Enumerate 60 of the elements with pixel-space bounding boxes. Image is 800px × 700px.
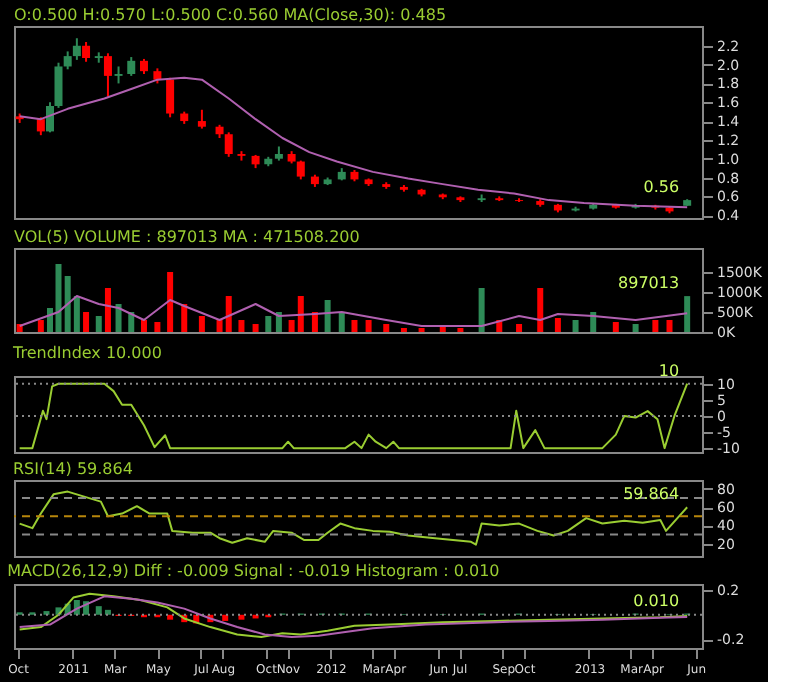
chart-title: TrendIndex 10.000	[11, 343, 162, 362]
candlestick	[127, 56, 136, 77]
bar	[365, 320, 372, 332]
bar	[338, 312, 345, 332]
bar	[275, 312, 282, 332]
bar	[516, 324, 523, 332]
candlestick	[82, 41, 91, 63]
bar	[537, 288, 544, 332]
bar	[632, 324, 639, 332]
candlestick	[197, 108, 206, 130]
annotation: 0.56	[643, 178, 680, 197]
bar	[115, 304, 122, 332]
annotation: 0.010	[633, 591, 680, 610]
bar	[95, 316, 102, 332]
bar	[265, 316, 272, 332]
bar	[222, 614, 229, 621]
chart-title: MACD(26,12,9) Diff : -0.009 Signal : -0.019 Histogram : 0.010	[7, 562, 500, 581]
chart-title: O:0.500 H:0.570 L:0.500 C:0.560 MA(Close,30): 0.485	[14, 6, 447, 24]
bar	[572, 320, 579, 332]
candlestick	[224, 131, 233, 158]
chart-title: RSI(14) 59.864	[13, 460, 133, 478]
chart-title: VOL(5) VOLUME : 897013 MA : 471508.200	[14, 228, 360, 246]
bar	[167, 272, 174, 332]
bar	[167, 614, 174, 620]
bar	[252, 324, 259, 332]
bar	[351, 320, 358, 332]
bar	[238, 614, 245, 620]
bar	[83, 312, 90, 332]
bar	[140, 320, 147, 332]
bar	[181, 304, 188, 332]
bar	[684, 296, 691, 332]
bar	[225, 296, 232, 332]
bar	[104, 288, 111, 332]
bar	[652, 320, 659, 332]
candlestick	[72, 37, 81, 61]
bar	[311, 312, 318, 332]
annotation: 59.864	[623, 485, 680, 504]
candlestick	[54, 61, 63, 109]
bar	[154, 322, 161, 332]
line-series	[18, 295, 689, 327]
bar	[297, 296, 304, 332]
candlestick	[46, 101, 55, 134]
candlestick	[103, 52, 112, 98]
line-series	[18, 490, 689, 546]
bar	[383, 324, 390, 332]
bar	[37, 320, 44, 332]
annotation: 10	[658, 361, 680, 380]
bar	[478, 288, 485, 332]
bar	[198, 316, 205, 332]
bar	[590, 312, 597, 332]
line-series	[18, 382, 689, 450]
candlestick	[296, 159, 305, 181]
bar	[612, 322, 619, 332]
bar	[666, 320, 673, 332]
candlestick	[166, 76, 175, 119]
bar	[324, 300, 331, 332]
bar	[104, 609, 111, 615]
bar	[238, 320, 245, 332]
bar	[554, 318, 561, 332]
annotation: 897013	[618, 274, 680, 293]
